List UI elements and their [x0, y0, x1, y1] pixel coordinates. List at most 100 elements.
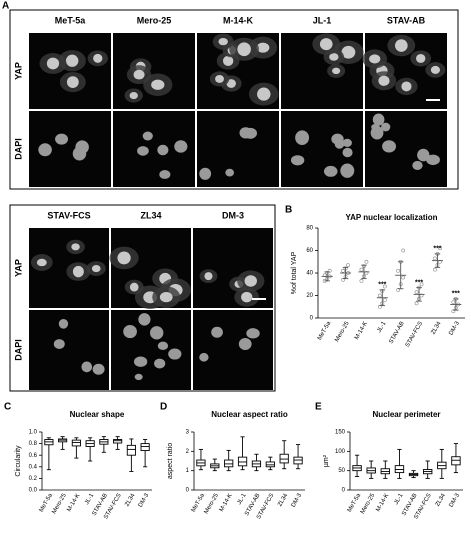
data-point: [341, 268, 345, 273]
data-point: [382, 298, 387, 302]
data-point: [341, 277, 345, 282]
data-point: [322, 273, 327, 278]
column-label: MeT-5a: [55, 15, 87, 25]
nucleus: [256, 42, 270, 53]
nucleus: [204, 272, 213, 281]
nucleus: [138, 313, 151, 326]
nucleus: [66, 76, 79, 88]
nucleus: [91, 265, 101, 273]
chart-title: Nuclear perimeter: [372, 410, 440, 419]
nucleus: [137, 146, 149, 156]
nucleus: [199, 167, 212, 180]
y-tick-label: 50: [338, 468, 345, 474]
y-tick-label: 1.0: [29, 430, 38, 436]
y-tick-label: 80: [306, 226, 313, 232]
nucleus: [222, 55, 234, 66]
nucleus: [36, 258, 47, 267]
chart-title: YAP nuclear localization: [345, 213, 437, 222]
nucleus: [174, 140, 188, 153]
nucleus: [369, 54, 381, 64]
x-tick-label: JL-1: [237, 492, 248, 506]
nucleus: [55, 133, 69, 145]
nucleus: [332, 67, 341, 75]
nucleus: [157, 341, 169, 350]
nucleus: [159, 170, 171, 179]
box: [126, 444, 136, 456]
y-tick-label: 0.6: [29, 453, 38, 459]
y-tick-label: 0: [342, 488, 346, 494]
panel-letter: C: [4, 402, 11, 413]
y-tick-label: 20: [306, 293, 313, 299]
nucleus: [426, 154, 440, 166]
nucleus: [151, 79, 165, 90]
y-axis-label: Circularity: [15, 445, 22, 477]
x-tick-label: STAV-FCS: [405, 321, 424, 349]
nucleus: [72, 265, 84, 278]
nucleus: [211, 326, 223, 338]
column-label: STAV-FCS: [47, 210, 90, 220]
nucleus: [215, 75, 224, 83]
nucleus: [225, 168, 235, 177]
nucleus: [218, 37, 228, 46]
significance: ***: [452, 291, 460, 298]
x-tick-label: JL-1: [376, 320, 387, 334]
data-point: [401, 275, 406, 280]
data-point: [414, 290, 419, 295]
x-tick-label: ZL34: [435, 492, 447, 507]
nucleus: [133, 69, 145, 80]
data-point: [451, 300, 456, 305]
nucleus: [159, 291, 173, 303]
box: [451, 456, 461, 466]
y-tick-label: 150: [335, 430, 346, 436]
column-label: STAV-AB: [387, 15, 426, 25]
nucleus: [134, 373, 143, 381]
panel-letter: B: [285, 205, 292, 216]
y-tick-label: 0: [186, 488, 190, 494]
row-label: DAPI: [13, 138, 23, 160]
nucleus: [38, 143, 52, 157]
nucleus: [72, 146, 87, 161]
data-point: [377, 293, 382, 298]
nucleus: [341, 45, 356, 59]
panel-letter: A: [2, 1, 9, 12]
nucleus: [123, 325, 137, 339]
y-tick-label: 3: [186, 430, 190, 436]
chart-title: Nuclear aspect ratio: [211, 410, 288, 419]
nucleus: [150, 326, 164, 340]
panel-frame: [9, 204, 276, 392]
y-tick-label: 0.4: [29, 464, 38, 470]
data-point: [364, 271, 369, 275]
y-tick-label: 100: [335, 449, 346, 455]
box: [293, 456, 303, 465]
box: [224, 459, 234, 468]
x-tick-label: M-14-K: [66, 493, 81, 513]
data-point: [419, 293, 424, 298]
nucleus: [93, 53, 103, 63]
nucleus: [237, 42, 251, 57]
nucleus: [92, 363, 105, 375]
column-label: JL-1: [313, 15, 332, 25]
nucleus: [370, 126, 384, 140]
box: [265, 461, 275, 468]
row-label: YAP: [13, 62, 23, 80]
nucleus: [417, 148, 430, 162]
y-tick-label: 0.8: [29, 441, 38, 447]
box: [71, 439, 81, 447]
nucleus: [199, 352, 209, 362]
significance: ***: [378, 282, 386, 289]
nucleus: [372, 113, 385, 126]
nucleus: [81, 361, 93, 373]
nucleus: [381, 122, 391, 132]
data-point: [346, 263, 350, 268]
nucleus: [238, 337, 252, 351]
nucleus: [65, 54, 79, 67]
x-tick-label: Mero-25: [51, 492, 68, 515]
chart-title: Nuclear shape: [70, 410, 125, 419]
nucleus: [295, 130, 310, 145]
column-label: M-14-K: [223, 15, 254, 25]
panel-letter: D: [160, 402, 167, 413]
data-point: [377, 304, 382, 309]
nucleus: [117, 251, 131, 265]
